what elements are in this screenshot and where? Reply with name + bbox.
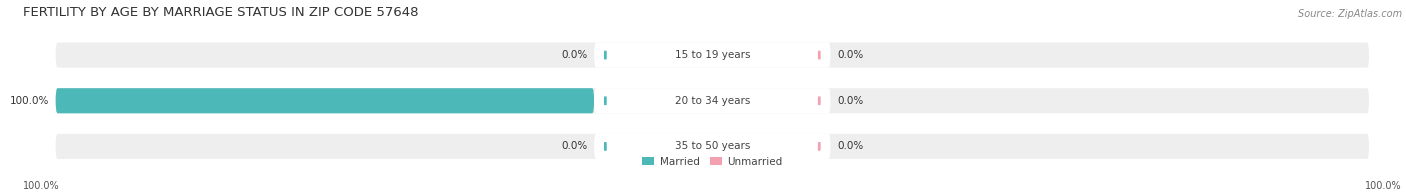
Legend: Married, Unmarried: Married, Unmarried <box>638 152 787 171</box>
FancyBboxPatch shape <box>818 51 821 60</box>
FancyBboxPatch shape <box>605 96 607 105</box>
Text: 0.0%: 0.0% <box>561 142 588 152</box>
FancyBboxPatch shape <box>56 88 595 113</box>
FancyBboxPatch shape <box>818 142 821 151</box>
Text: 100.0%: 100.0% <box>10 96 49 106</box>
Text: FERTILITY BY AGE BY MARRIAGE STATUS IN ZIP CODE 57648: FERTILITY BY AGE BY MARRIAGE STATUS IN Z… <box>22 5 419 19</box>
Text: Source: ZipAtlas.com: Source: ZipAtlas.com <box>1298 9 1402 19</box>
FancyBboxPatch shape <box>56 134 1369 159</box>
FancyBboxPatch shape <box>595 88 831 113</box>
Text: 100.0%: 100.0% <box>22 181 59 191</box>
FancyBboxPatch shape <box>595 134 831 159</box>
Text: 0.0%: 0.0% <box>837 142 863 152</box>
Text: 0.0%: 0.0% <box>561 50 588 60</box>
FancyBboxPatch shape <box>605 142 607 151</box>
FancyBboxPatch shape <box>605 51 607 60</box>
Text: 20 to 34 years: 20 to 34 years <box>675 96 749 106</box>
Text: 35 to 50 years: 35 to 50 years <box>675 142 749 152</box>
Text: 100.0%: 100.0% <box>1365 181 1402 191</box>
Text: 0.0%: 0.0% <box>837 50 863 60</box>
Text: 0.0%: 0.0% <box>837 96 863 106</box>
FancyBboxPatch shape <box>56 88 1369 113</box>
FancyBboxPatch shape <box>56 43 1369 68</box>
FancyBboxPatch shape <box>818 96 821 105</box>
Text: 15 to 19 years: 15 to 19 years <box>675 50 749 60</box>
FancyBboxPatch shape <box>595 43 831 68</box>
